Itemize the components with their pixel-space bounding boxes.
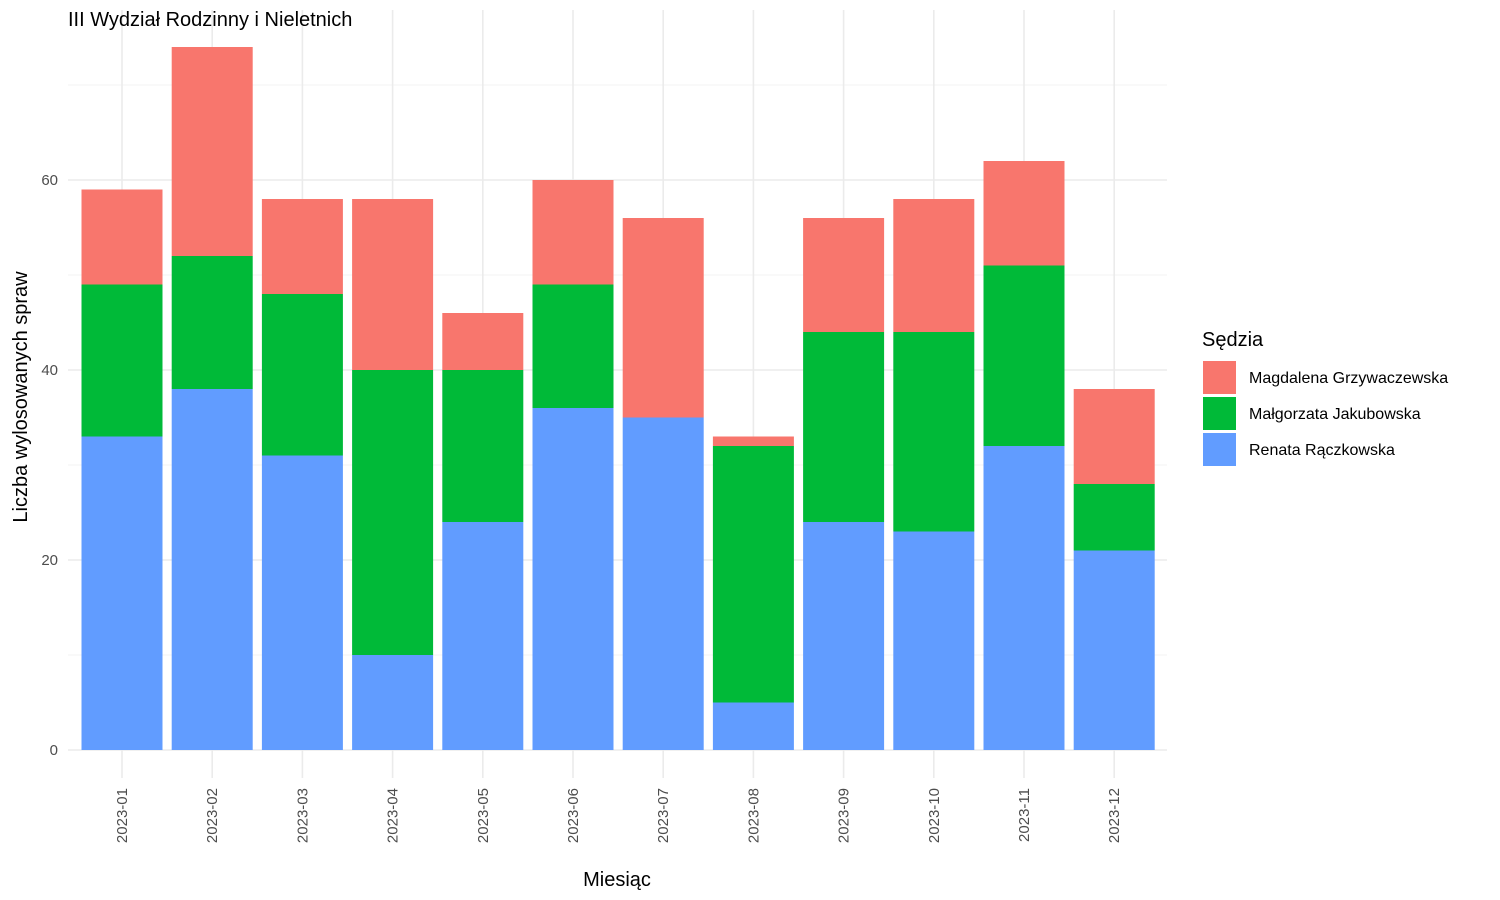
bar-2023-07-magdalena-grzywaczewska [622,218,704,418]
bar-2023-02-renata-rączkowska [171,389,253,750]
bar-2023-10-renata-rączkowska [893,531,975,750]
x-tick-label: 2023-07 [655,788,672,843]
bar-2023-04-renata-rączkowska [352,655,434,750]
y-axis-ticks: 0 20 40 60 [41,172,58,759]
bar-2023-01-małgorzata-jakubowska [81,284,163,437]
bar-2023-09-małgorzata-jakubowska [803,332,885,522]
bar-2023-07-renata-rączkowska [622,417,704,750]
x-tick-label: 2023-12 [1106,788,1123,843]
y-tick-label: 0 [50,742,58,759]
legend-label: Małgorzata Jakubowska [1249,406,1421,423]
x-tick-label: 2023-06 [565,788,582,843]
bar-2023-12-renata-rączkowska [1073,550,1155,750]
bar-2023-09-renata-rączkowska [803,522,885,750]
x-tick-label: 2023-08 [745,788,762,843]
x-tick-label: 2023-03 [294,788,311,843]
legend-title: Sędzia [1202,329,1264,351]
bar-2023-11-renata-rączkowska [983,446,1065,750]
bar-2023-05-małgorzata-jakubowska [442,370,524,522]
bar-2023-05-renata-rączkowska [442,522,524,750]
x-tick-label: 2023-09 [836,788,853,843]
bar-2023-01-magdalena-grzywaczewska [81,189,163,285]
bar-2023-11-małgorzata-jakubowska [983,265,1065,446]
x-tick-label: 2023-05 [475,788,492,843]
legend: Sędzia Magdalena Grzywaczewska Małgorzata… [1202,329,1448,466]
bar-2023-12-magdalena-grzywaczewska [1073,389,1155,484]
legend-key [1203,433,1236,466]
legend-label: Magdalena Grzywaczewska [1249,370,1448,387]
bar-2023-04-małgorzata-jakubowska [352,370,434,655]
bar-2023-08-renata-rączkowska [712,702,794,750]
bar-2023-06-małgorzata-jakubowska [532,284,614,408]
x-axis-ticks: 2023-01 2023-02 2023-03 2023-04 2023-05 2023-… [114,788,1123,843]
bar-2023-03-magdalena-grzywaczewska [261,199,343,294]
x-tick-label: 2023-11 [1016,788,1033,842]
bar-2023-03-renata-rączkowska [261,455,343,750]
y-tick-label: 20 [41,552,58,569]
x-tick-label: 2023-10 [926,788,943,843]
x-tick-label: 2023-01 [114,788,131,843]
x-tick-label: 2023-02 [204,788,221,843]
bar-2023-06-renata-rączkowska [532,408,614,750]
chart-title: III Wydział Rodzinny i Nieletnich [68,9,352,31]
bar-2023-02-małgorzata-jakubowska [171,256,253,389]
bar-2023-01-renata-rączkowska [81,436,163,750]
bar-2023-04-magdalena-grzywaczewska [352,199,434,370]
y-axis-title: Liczba wylosowanych spraw [10,271,32,523]
bar-2023-09-magdalena-grzywaczewska [803,218,885,332]
legend-key [1203,397,1236,430]
bar-2023-08-małgorzata-jakubowska [712,446,794,703]
bar-2023-02-magdalena-grzywaczewska [171,47,253,256]
bar-2023-08-magdalena-grzywaczewska [712,436,794,446]
x-axis-title: Miesiąc [583,869,651,891]
y-tick-label: 60 [41,172,58,189]
bar-2023-06-magdalena-grzywaczewska [532,180,614,285]
bar-2023-03-małgorzata-jakubowska [261,294,343,456]
bar-2023-11-magdalena-grzywaczewska [983,161,1065,266]
bar-2023-10-magdalena-grzywaczewska [893,199,975,332]
legend-label: Renata Rączkowska [1249,442,1395,459]
x-tick-label: 2023-04 [385,788,402,843]
bar-2023-12-małgorzata-jakubowska [1073,484,1155,551]
bar-2023-05-magdalena-grzywaczewska [442,313,524,370]
y-tick-label: 40 [41,362,58,379]
bars [81,47,1155,750]
bar-2023-10-małgorzata-jakubowska [893,332,975,532]
legend-key [1203,361,1236,394]
